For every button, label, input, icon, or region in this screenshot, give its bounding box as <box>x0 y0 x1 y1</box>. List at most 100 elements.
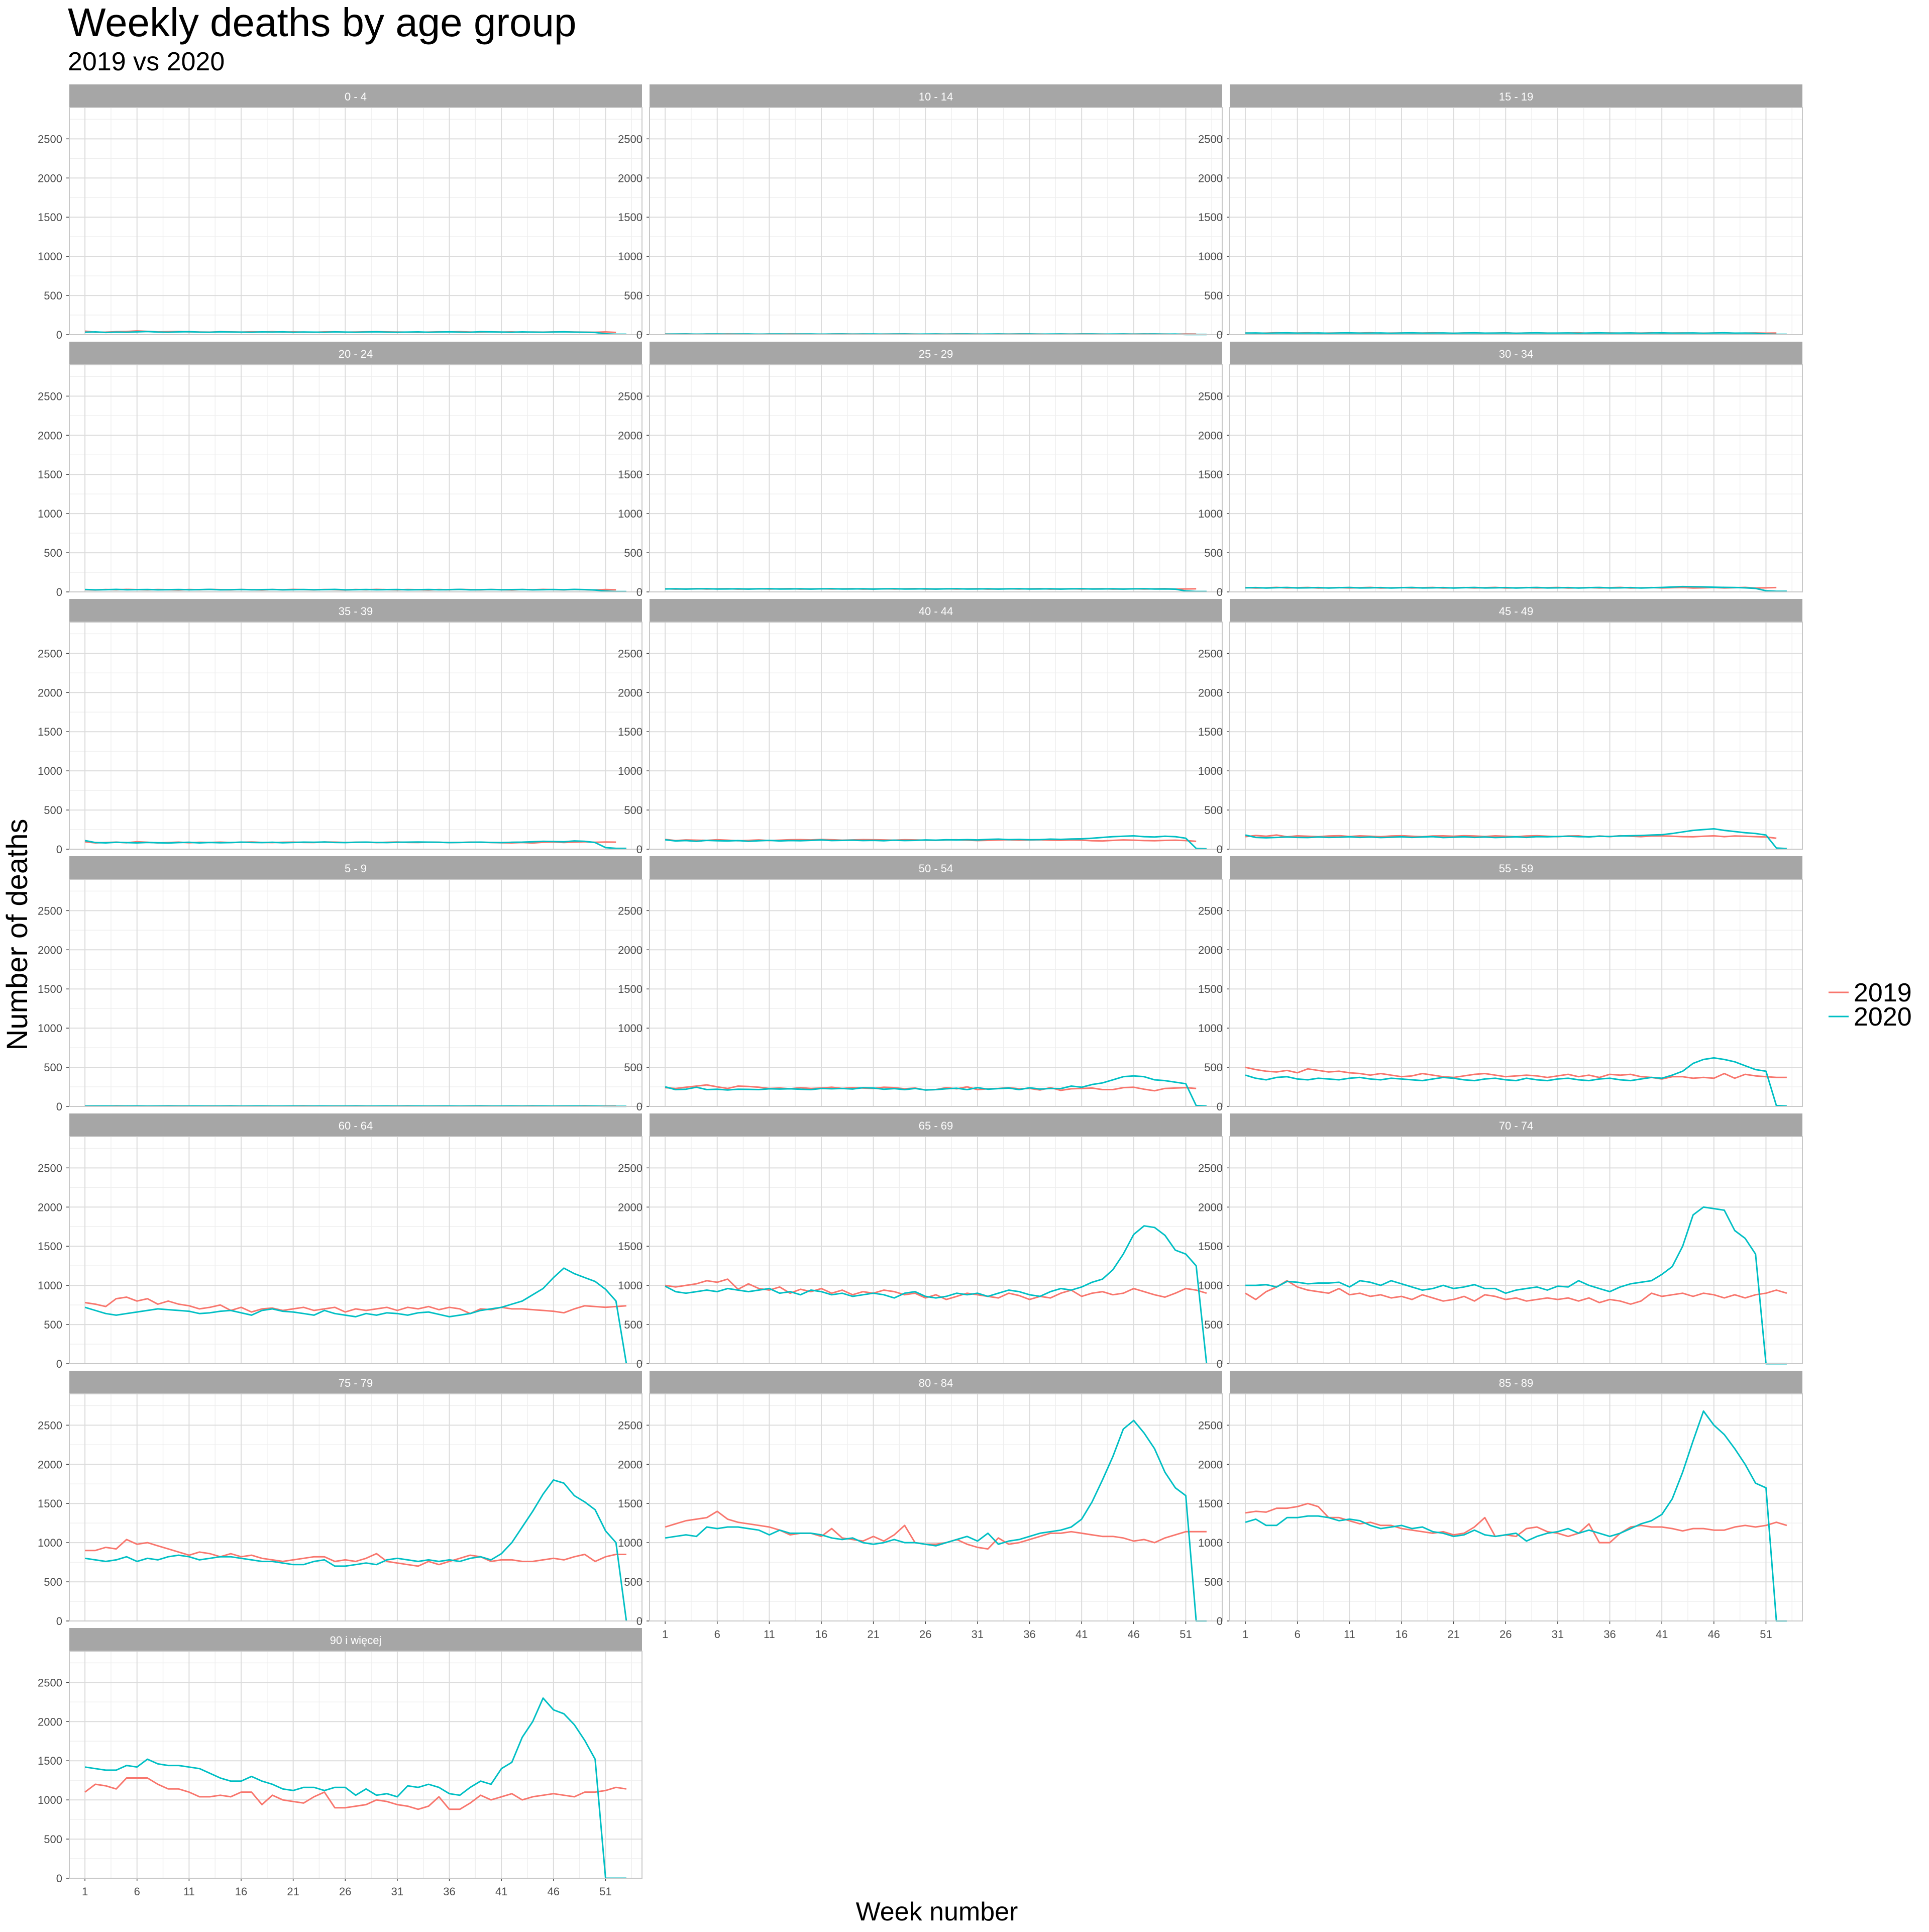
y-tick-label: 2000 <box>618 944 642 956</box>
y-tick-label: 2500 <box>1198 1419 1223 1432</box>
y-tick-label: 1500 <box>38 983 62 995</box>
y-tick-label: 1000 <box>618 765 642 777</box>
legend-item: 2020 <box>1829 1002 1912 1032</box>
y-tick-label: 1500 <box>38 1755 62 1767</box>
panel-border <box>69 1393 642 1621</box>
x-tick-label: 11 <box>183 1885 195 1898</box>
series-line-2020 <box>85 331 626 335</box>
y-tick-label: 2000 <box>38 1458 62 1471</box>
y-tick-label: 1500 <box>1198 1497 1223 1510</box>
y-tick-label: 1000 <box>618 1022 642 1035</box>
facet-panel: 65 - 69 0 500 1000 1500 2000 2500 <box>618 1113 1223 1370</box>
panel-border <box>649 622 1223 850</box>
y-tick-label: 0 <box>1217 586 1223 598</box>
y-tick-label: 1500 <box>38 468 62 481</box>
y-tick-label: 2000 <box>38 1201 62 1213</box>
y-tick-label: 500 <box>44 547 62 559</box>
series-line-2019 <box>665 1278 1207 1300</box>
x-tick-label: 51 <box>1760 1628 1772 1641</box>
facet-panel: 55 - 59 0 500 1000 1500 2000 2500 <box>1198 856 1803 1113</box>
x-tick-label: 6 <box>134 1885 140 1898</box>
y-tick-label: 2500 <box>38 133 62 145</box>
y-tick-label: 1500 <box>1198 1240 1223 1253</box>
y-tick-label: 1500 <box>38 211 62 224</box>
series-line-2020 <box>84 1479 627 1621</box>
x-tick-label: 31 <box>972 1628 984 1641</box>
y-tick-label: 1500 <box>38 726 62 738</box>
y-tick-label: 1000 <box>38 765 62 777</box>
x-tick-label: 1 <box>82 1885 88 1898</box>
series-line-2019 <box>665 1510 1207 1550</box>
y-tick-label: 1000 <box>618 1537 642 1549</box>
series-line-2020 <box>1245 332 1787 335</box>
facet-label: 30 - 34 <box>1499 348 1534 360</box>
facet-label: 45 - 49 <box>1499 605 1534 618</box>
panel-border <box>1229 1136 1803 1364</box>
series-line-2020 <box>85 588 626 592</box>
y-tick-label: 1500 <box>1198 726 1223 738</box>
y-tick-label: 0 <box>1217 1615 1223 1628</box>
series-line-2020 <box>1245 585 1787 592</box>
y-tick-label: 2000 <box>618 172 642 184</box>
y-tick-label: 2500 <box>618 647 642 660</box>
x-tick-label: 26 <box>339 1885 351 1898</box>
facet-panel: 50 - 54 0 500 1000 1500 2000 2500 <box>618 856 1223 1113</box>
y-tick-label: 1000 <box>1198 1537 1223 1549</box>
y-tick-label: 2500 <box>618 133 642 145</box>
y-tick-label: 0 <box>56 1872 62 1885</box>
panel-border <box>69 879 642 1107</box>
facet-panel: 25 - 29 0 500 1000 1500 2000 2500 <box>618 342 1223 598</box>
y-tick-label: 1500 <box>38 1497 62 1510</box>
panel-border <box>649 107 1223 335</box>
y-tick-label: 2000 <box>1198 1201 1223 1213</box>
y-tick-label: 2500 <box>618 390 642 402</box>
y-tick-label: 500 <box>44 289 62 302</box>
facet-strip <box>650 84 1222 108</box>
panel-border <box>1229 107 1803 335</box>
series-line-2019 <box>1245 1066 1787 1080</box>
y-tick-label: 0 <box>636 1358 642 1370</box>
x-tick-label: 26 <box>919 1628 931 1641</box>
panel-border <box>1229 622 1803 850</box>
y-tick-label: 0 <box>56 1358 62 1370</box>
legend-item: 2019 <box>1829 978 1912 1007</box>
facet-label: 5 - 9 <box>345 862 367 875</box>
facet-panel: 40 - 44 0 500 1000 1500 2000 2500 <box>618 599 1223 856</box>
y-tick-label: 1500 <box>1198 211 1223 224</box>
y-tick-label: 0 <box>636 329 642 341</box>
y-tick-label: 2000 <box>1198 686 1223 699</box>
facet-panel: 70 - 74 0 500 1000 1500 2000 2500 <box>1198 1113 1803 1370</box>
chart-title: Weekly deaths by age group <box>68 0 577 45</box>
facet-panel: 15 - 19 0 500 1000 1500 2000 2500 <box>1198 84 1803 341</box>
y-tick-label: 2500 <box>38 1676 62 1689</box>
panel-border <box>69 622 642 850</box>
facet-panel: 20 - 24 0 500 1000 1500 2000 2500 <box>38 342 642 598</box>
legend-label: 2019 <box>1854 978 1912 1007</box>
x-tick-label: 41 <box>1656 1628 1668 1641</box>
x-tick-label: 46 <box>1128 1628 1140 1641</box>
facet-label: 85 - 89 <box>1499 1377 1534 1389</box>
series-line-2020 <box>84 1697 626 1879</box>
facet-strip <box>69 1113 642 1137</box>
x-tick-label: 6 <box>714 1628 720 1641</box>
facet-panel: 10 - 14 0 500 1000 1500 2000 2500 <box>618 84 1223 341</box>
y-tick-label: 0 <box>56 1615 62 1628</box>
x-tick-label: 11 <box>1344 1628 1355 1641</box>
facet-label: 20 - 24 <box>339 348 373 360</box>
facet-strip <box>650 856 1222 879</box>
y-tick-label: 2000 <box>618 1201 642 1213</box>
x-tick-label: 41 <box>1076 1628 1088 1641</box>
series-line-2020 <box>84 1267 627 1364</box>
y-tick-label: 1000 <box>38 507 62 520</box>
series-line-2020 <box>1245 1057 1787 1107</box>
y-tick-label: 500 <box>1204 547 1223 559</box>
y-tick-label: 500 <box>624 1576 642 1588</box>
panel-border <box>69 1651 642 1879</box>
facet-strip <box>69 342 642 365</box>
y-tick-label: 1500 <box>618 983 642 995</box>
facet-strip <box>1230 342 1802 365</box>
y-tick-label: 1000 <box>1198 765 1223 777</box>
panel-border <box>69 364 642 592</box>
